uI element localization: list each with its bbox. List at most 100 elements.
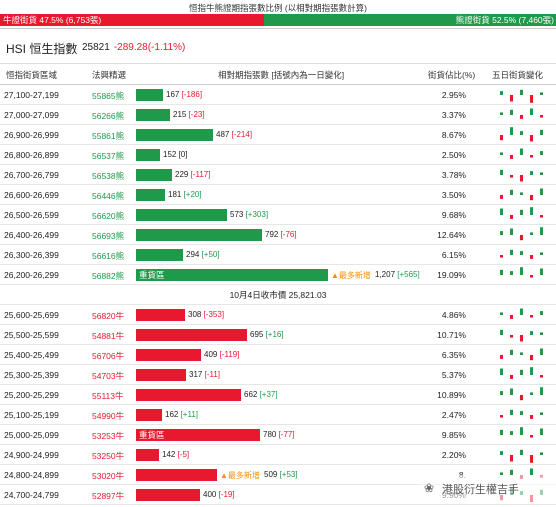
- row-code[interactable]: 56266熊: [92, 111, 125, 121]
- minichart-bar: [520, 427, 523, 435]
- most-new-tag: ▲最多新增: [331, 271, 371, 280]
- minichart-bar: [520, 411, 523, 415]
- contracts-count: 487: [216, 130, 232, 139]
- contracts-bar: [136, 209, 227, 221]
- contracts-bar: [136, 349, 201, 361]
- minichart-bar: [530, 355, 533, 361]
- table-row[interactable]: 26,300-26,399 56616熊 294 [+50] 6.15%: [0, 245, 556, 265]
- five-day-minichart: [500, 267, 543, 278]
- row-code[interactable]: 53020牛: [92, 471, 125, 481]
- minichart-bar: [520, 308, 523, 315]
- row-code[interactable]: 55861熊: [92, 131, 125, 141]
- minichart-bar: [530, 392, 533, 395]
- minichart-bar: [530, 315, 533, 318]
- minichart-bar: [510, 175, 513, 178]
- contracts-change: [-23]: [188, 110, 205, 119]
- row-ratio: 4.86%: [441, 310, 466, 320]
- contracts-count: 308: [188, 310, 204, 319]
- row-code[interactable]: 56538熊: [92, 171, 125, 181]
- minichart-bar: [520, 175, 523, 182]
- table-row[interactable]: 25,500-25,599 54881牛 695 [+16] 10.71%: [0, 325, 556, 345]
- row-code[interactable]: 56693熊: [92, 231, 125, 241]
- contracts-count: 1,207: [375, 270, 398, 279]
- table-row[interactable]: 25,200-25,299 55113牛 662 [+37] 10.89%: [0, 385, 556, 405]
- bull-bear-ratio-header: 恒指牛熊證期指張數比例 (以相對期指張數計算) 牛證街貨 47.5% (6,75…: [0, 0, 556, 28]
- row-ratio: 12.64%: [437, 230, 466, 240]
- row-code[interactable]: 52897牛: [92, 491, 125, 501]
- row-ratio: 3.78%: [441, 170, 466, 180]
- minichart-bar: [530, 232, 533, 235]
- minichart-bar: [500, 255, 503, 258]
- contracts-change: [-353]: [203, 310, 225, 319]
- minichart-bar: [540, 375, 543, 378]
- minichart-bar: [520, 131, 523, 135]
- row-range: 26,700-26,799: [4, 170, 59, 180]
- row-ratio: 6.35%: [441, 350, 466, 360]
- row-ratio: 9.68%: [441, 210, 466, 220]
- minichart-bar: [500, 91, 503, 95]
- table-row[interactable]: 25,300-25,399 54703牛 317 [-11] 5.37%: [0, 365, 556, 385]
- table-row[interactable]: 26,700-26,799 56538熊 229 [-117] 3.78%: [0, 165, 556, 185]
- row-code[interactable]: 56820牛: [92, 311, 125, 321]
- row-code[interactable]: 56882熊: [92, 271, 125, 281]
- row-code[interactable]: 55113牛: [92, 391, 124, 401]
- row-code[interactable]: 56537熊: [92, 151, 125, 161]
- minichart-bar: [510, 215, 513, 219]
- minichart-bar: [510, 249, 513, 255]
- table-row[interactable]: 26,600-26,699 56446熊 181 [+20] 3.50%: [0, 185, 556, 205]
- row-code[interactable]: 53253牛: [92, 431, 125, 441]
- minichart-bar: [540, 268, 543, 275]
- row-code[interactable]: 56706牛: [92, 351, 125, 361]
- row-code[interactable]: 54990牛: [92, 411, 125, 421]
- minichart-bar: [520, 192, 523, 195]
- minichart-bar: [500, 391, 503, 395]
- minichart-bar: [530, 171, 533, 175]
- row-code[interactable]: 56620熊: [92, 211, 125, 221]
- table-row[interactable]: 24,900-24,999 53250牛 142 [-5] 2.20%: [0, 445, 556, 465]
- row-range: 25,100-25,199: [4, 410, 59, 420]
- contracts-bar: [136, 309, 185, 321]
- contracts-change: [+565]: [397, 270, 420, 279]
- contracts-value: 167 [-186]: [166, 90, 202, 99]
- row-code[interactable]: 56446熊: [92, 191, 125, 201]
- minichart-bar: [520, 148, 523, 155]
- row-code[interactable]: 56616熊: [92, 251, 125, 261]
- table-row[interactable]: 27,000-27,099 56266熊 215 [-23] 3.37%: [0, 105, 556, 125]
- row-range: 26,500-26,599: [4, 210, 59, 220]
- minichart-bar: [510, 155, 513, 159]
- minichart-bar: [520, 115, 523, 119]
- contracts-change: [-5]: [177, 450, 190, 459]
- table-row[interactable]: 26,200-26,299 56882熊 重貨區 ▲最多新增 1,207 [+565] 1…: [0, 265, 556, 285]
- row-code[interactable]: 54881牛: [92, 331, 125, 341]
- row-code[interactable]: 55865熊: [92, 91, 125, 101]
- minichart-bar: [540, 252, 543, 255]
- table-row[interactable]: 26,500-26,599 56620熊 573 [+303] 9.68%: [0, 205, 556, 225]
- minichart-bar: [500, 368, 503, 375]
- five-day-minichart: [500, 308, 543, 319]
- contracts-bar: [136, 369, 186, 381]
- table-row[interactable]: 26,400-26,499 56693熊 792 [-76] 12.64%: [0, 225, 556, 245]
- table-row[interactable]: 25,400-25,499 56706牛 409 [-119] 6.35%: [0, 345, 556, 365]
- minichart-bar: [530, 108, 533, 115]
- table-row[interactable]: 26,900-26,999 55861熊 487 [-214] 8.67%: [0, 125, 556, 145]
- row-code[interactable]: 54703牛: [92, 371, 125, 381]
- row-code[interactable]: 53250牛: [92, 451, 125, 461]
- row-ratio: 19.09%: [437, 270, 466, 280]
- row-range: 27,100-27,199: [4, 90, 59, 100]
- index-title-bar: HSI 恒生指數 25821 -289.28(-1.11%): [0, 28, 556, 63]
- row-ratio: 2.95%: [441, 90, 466, 100]
- minichart-bar: [510, 409, 513, 415]
- table-row[interactable]: 25,100-25,199 54990牛 162 [+11] 2.47%: [0, 405, 556, 425]
- minichart-bar: [500, 312, 503, 315]
- contracts-value: 780 [-77]: [263, 430, 295, 439]
- table-row[interactable]: 25,600-25,699 56820牛 308 [-353] 4.86%: [0, 305, 556, 325]
- five-day-minichart: [500, 108, 543, 119]
- contracts-bar: [136, 169, 172, 181]
- contracts-bar: [136, 389, 241, 401]
- row-ratio: 9.85%: [441, 430, 466, 440]
- table-row[interactable]: 26,800-26,899 56537熊 152 [0] 2.50%: [0, 145, 556, 165]
- minichart-bar: [530, 155, 533, 158]
- table-row[interactable]: 27,100-27,199 55865熊 167 [-186] 2.95%: [0, 85, 556, 105]
- table-row[interactable]: 25,000-25,099 53253牛 重貨區 780 [-77] 9.85%: [0, 425, 556, 445]
